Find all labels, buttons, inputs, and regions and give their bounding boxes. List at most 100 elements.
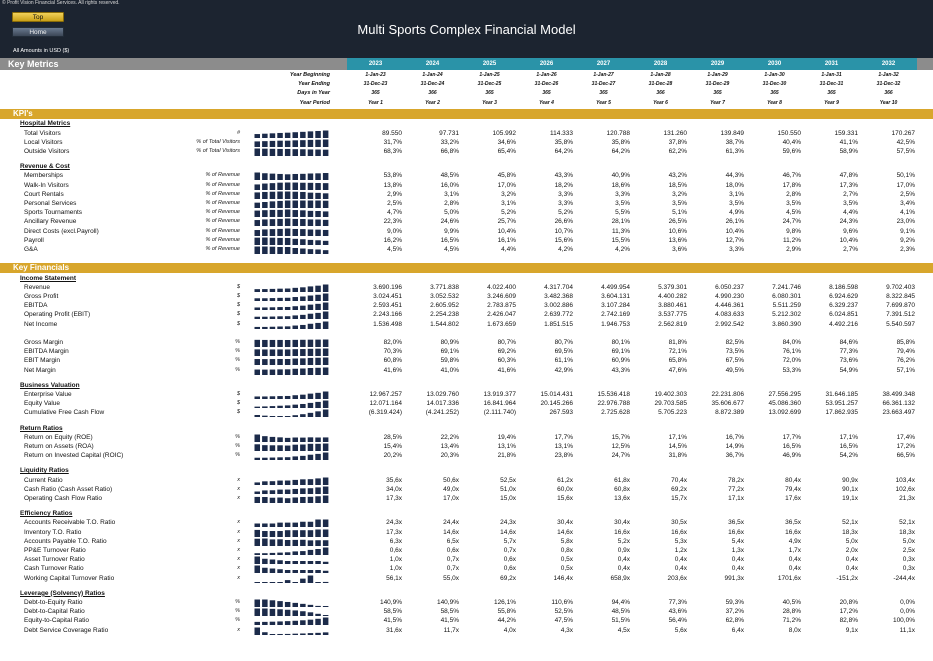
sparkline-bar (322, 477, 329, 485)
row-label: Working Capital Turnover Ratio (24, 574, 115, 582)
trend-sparkline (254, 547, 329, 555)
row-unit: % (235, 433, 240, 440)
row-label: EBIT Margin (24, 357, 61, 365)
row-label: PP&E Turnover Ratio (24, 547, 86, 554)
value-cell: 8.186.598 (829, 283, 858, 291)
value-cell: 1.946.753 (601, 320, 630, 328)
sparkline-bar (254, 349, 260, 357)
sparkline-bar (254, 326, 260, 329)
sparkline-bar (254, 202, 260, 208)
value-cell: 40,9% (611, 172, 630, 180)
table-row: Payroll % of Revenue 16,2% 16,5% 16,1% 15,6% 1… (0, 236, 933, 245)
value-cell: 41,6% (497, 366, 516, 374)
sparkline-bar (277, 539, 283, 546)
sparkline-bar (315, 443, 321, 451)
value-cell: 103,4x (895, 476, 915, 484)
sparkline-bar (307, 487, 314, 494)
value-cell: 30,5x (671, 519, 687, 527)
sparkline-bar (307, 478, 314, 485)
value-cell: 12,5% (611, 443, 630, 450)
sparkline-bar (307, 192, 314, 199)
info-cell: 31-Dec-32 (876, 81, 901, 88)
top-button[interactable]: Top (12, 12, 64, 22)
sparkline-bar (284, 437, 291, 442)
sparkline-bar (300, 149, 306, 156)
sparkline-bar (254, 133, 260, 138)
value-cell: 10,4% (839, 236, 858, 244)
sparkline-bar (269, 148, 276, 156)
row-label: Net Margin (24, 366, 56, 374)
value-cell: 0,0% (900, 599, 915, 606)
row-unit: % (235, 443, 240, 449)
row-label: Cash Ratio (Cash Asset Ratio) (24, 485, 113, 493)
sparkline-bar (322, 200, 329, 208)
value-cell: 89.550 (382, 129, 402, 137)
sparkline-bar (284, 325, 291, 329)
value-cell: 5.379.301 (658, 283, 687, 291)
sparkline-bar (277, 457, 283, 461)
sparkline-bar (322, 631, 329, 635)
table-row: Direct Costs (excl.Payroll) % of Revenue 9… (0, 227, 933, 236)
value-cell: 68,3% (383, 147, 402, 155)
value-cell: 17,2% (896, 443, 915, 450)
value-cell: 52,1x (899, 519, 915, 527)
sparkline-bar (315, 411, 321, 418)
value-cell: (4.241.252) (425, 409, 459, 417)
sparkline-bar (284, 405, 291, 409)
value-cell: 14.017.336 (426, 400, 459, 408)
value-cell: 47,8% (839, 172, 858, 180)
sparkline-bar (277, 349, 283, 357)
row-label: Cash Turnover Ratio (24, 565, 84, 573)
info-cell: 365 (485, 90, 494, 97)
value-cell: 22,3% (383, 218, 402, 226)
trend-sparkline (254, 357, 329, 366)
value-cell: 13,8% (383, 181, 402, 189)
value-cell: 0,4x (617, 565, 630, 573)
sparkline-bar (292, 149, 298, 156)
sparkline-bar (292, 456, 298, 461)
value-cell: 14,6x (443, 528, 459, 536)
info-cell: 365 (371, 90, 380, 97)
value-cell: 3.482.368 (544, 293, 573, 300)
sparkline-bar (284, 570, 291, 574)
value-cell: 13,6x (614, 495, 630, 502)
value-cell: 80,7% (554, 339, 573, 346)
value-cell: 0,6x (503, 556, 516, 564)
row-label: EBITDA (24, 302, 48, 310)
value-cell: 54,9% (839, 366, 858, 374)
info-cell: Year 2 (425, 99, 440, 106)
sparkline-bar (284, 246, 291, 254)
sparkline-bar (292, 497, 298, 503)
value-cell: 35,8% (554, 138, 573, 146)
row-label: Debt-to-Equity Ratio (24, 599, 83, 606)
value-cell: 0,4x (845, 556, 858, 564)
trend-sparkline (254, 172, 329, 181)
sparkline-bar (262, 396, 268, 399)
value-cell: 120.788 (606, 129, 631, 137)
value-cell: 13,1% (497, 443, 516, 450)
value-cell: 131.260 (663, 129, 688, 137)
sparkline-bar (315, 239, 321, 245)
value-cell: 658,9x (610, 574, 630, 582)
info-cell: 31-Dec-29 (705, 81, 730, 88)
sparkline-bar (254, 317, 260, 320)
value-cell: 4,2% (558, 245, 573, 253)
trend-sparkline (254, 148, 329, 156)
value-cell: 24,7% (611, 452, 630, 460)
table-row: EBIT Margin% 60,8% 59,8% 60,3% 61,1% 60,9% 65,… (0, 356, 933, 366)
trend-sparkline (254, 400, 329, 409)
sparkline-bar (292, 182, 298, 190)
value-cell: 59,3% (725, 599, 744, 606)
value-cell: 41,5% (440, 617, 459, 625)
home-button[interactable]: Home (12, 27, 64, 37)
value-cell: 3.024.451 (373, 293, 402, 300)
sparkline-bar (254, 396, 260, 399)
sparkline-bar (254, 406, 260, 409)
sparkline-bar (322, 339, 329, 347)
sparkline-bar (284, 633, 291, 635)
value-cell: 0,4x (845, 565, 858, 573)
year-header-2031: 2031 (803, 58, 860, 70)
trend-sparkline (254, 293, 329, 301)
value-cell: 2,8% (786, 190, 801, 198)
value-cell: 76,1% (782, 348, 801, 356)
